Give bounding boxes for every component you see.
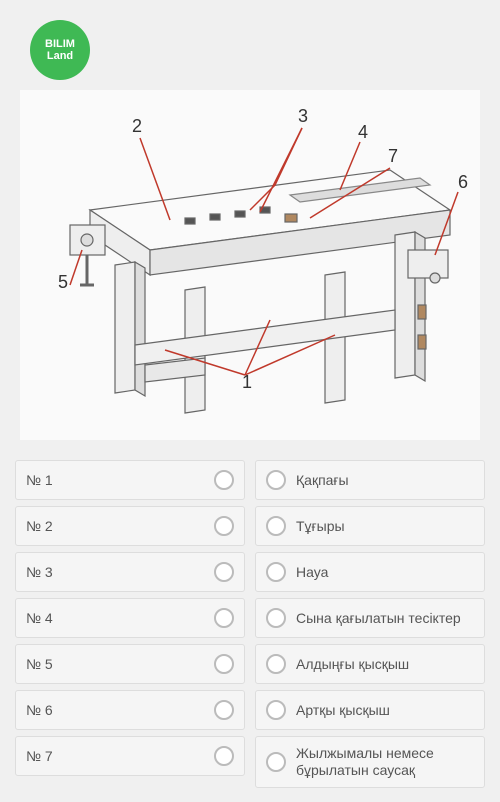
left-label: № 7 (26, 748, 214, 765)
radio-connector[interactable] (214, 608, 234, 628)
workbench-svg: 2 3 4 7 6 5 1 (20, 90, 480, 440)
right-option-2[interactable]: Тұғыры (255, 506, 485, 546)
left-label: № 1 (26, 472, 214, 489)
right-option-4[interactable]: Сына қағылатын тесіктер (255, 598, 485, 638)
radio-connector[interactable] (214, 654, 234, 674)
right-label: Тұғыры (296, 518, 474, 535)
left-option-2[interactable]: № 2 (15, 506, 245, 546)
right-label: Қақпағы (296, 472, 474, 489)
workbench-diagram: 2 3 4 7 6 5 1 (20, 90, 480, 440)
exercise-container: BILIM Land (0, 0, 500, 802)
left-label: № 5 (26, 656, 214, 673)
left-label: № 4 (26, 610, 214, 627)
callout-4: 4 (358, 122, 368, 142)
right-option-5[interactable]: Алдыңғы қысқыш (255, 644, 485, 684)
callout-6: 6 (458, 172, 468, 192)
bilim-land-logo: BILIM Land (30, 20, 90, 80)
left-label: № 3 (26, 564, 214, 581)
callout-1: 1 (242, 372, 252, 392)
radio-connector[interactable] (214, 516, 234, 536)
left-column: № 1 № 2 № 3 № 4 № 5 № 6 (15, 460, 245, 788)
right-label: Артқы қысқыш (296, 702, 474, 719)
radio-connector[interactable] (266, 752, 286, 772)
radio-connector[interactable] (266, 470, 286, 490)
right-option-6[interactable]: Артқы қысқыш (255, 690, 485, 730)
callout-2: 2 (132, 116, 142, 136)
callout-3: 3 (298, 106, 308, 126)
workbench-body (70, 170, 450, 413)
logo-text-1: BILIM (45, 38, 75, 50)
callout-7: 7 (388, 146, 398, 166)
left-label: № 6 (26, 702, 214, 719)
radio-connector[interactable] (214, 746, 234, 766)
radio-connector[interactable] (214, 470, 234, 490)
left-option-5[interactable]: № 5 (15, 644, 245, 684)
radio-connector[interactable] (266, 562, 286, 582)
left-label: № 2 (26, 518, 214, 535)
left-option-4[interactable]: № 4 (15, 598, 245, 638)
callout-5: 5 (58, 272, 68, 292)
left-option-6[interactable]: № 6 (15, 690, 245, 730)
right-option-1[interactable]: Қақпағы (255, 460, 485, 500)
radio-connector[interactable] (266, 516, 286, 536)
right-label: Науа (296, 564, 474, 581)
radio-connector[interactable] (266, 608, 286, 628)
radio-connector[interactable] (266, 654, 286, 674)
radio-connector[interactable] (214, 700, 234, 720)
left-option-7[interactable]: № 7 (15, 736, 245, 776)
right-option-7[interactable]: Жылжымалы немесе бұрылатын саусақ (255, 736, 485, 788)
right-label: Жылжымалы немесе бұрылатын саусақ (296, 745, 474, 779)
radio-connector[interactable] (266, 700, 286, 720)
right-option-3[interactable]: Науа (255, 552, 485, 592)
left-option-1[interactable]: № 1 (15, 460, 245, 500)
right-label: Сына қағылатын тесіктер (296, 610, 474, 627)
logo-text-2: Land (47, 50, 73, 62)
radio-connector[interactable] (214, 562, 234, 582)
right-label: Алдыңғы қысқыш (296, 656, 474, 673)
matching-exercise: № 1 № 2 № 3 № 4 № 5 № 6 (15, 460, 485, 788)
right-column: Қақпағы Тұғыры Науа Сына қағылатын тесік… (255, 460, 485, 788)
left-option-3[interactable]: № 3 (15, 552, 245, 592)
